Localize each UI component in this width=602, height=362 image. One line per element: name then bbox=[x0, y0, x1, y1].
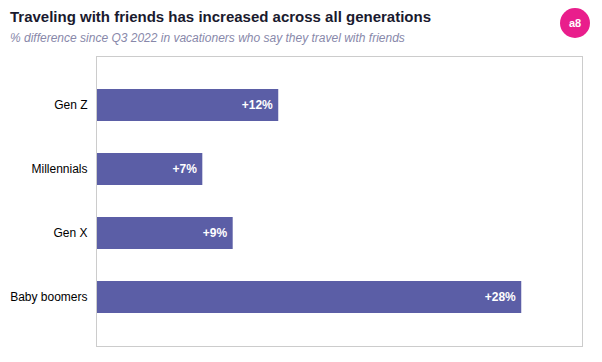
svg-text:Baby boomers: Baby boomers bbox=[10, 290, 87, 304]
svg-text:Millennials: Millennials bbox=[31, 162, 87, 176]
svg-text:+28%: +28% bbox=[485, 290, 516, 304]
svg-text:+12%: +12% bbox=[242, 98, 273, 112]
html-text:Traveling with friends has inc: Traveling with friends has increased acr… bbox=[10, 8, 431, 25]
svg-text:+7%: +7% bbox=[172, 162, 197, 176]
html-text:a8: a8 bbox=[568, 17, 582, 29]
svg-text:+9%: +9% bbox=[203, 226, 228, 240]
svg-text:Gen X: Gen X bbox=[53, 226, 87, 240]
svg-text:Gen Z: Gen Z bbox=[54, 98, 87, 112]
html-text:% difference since Q3 2022 in: % difference since Q3 2022 in vacationer… bbox=[10, 30, 405, 45]
